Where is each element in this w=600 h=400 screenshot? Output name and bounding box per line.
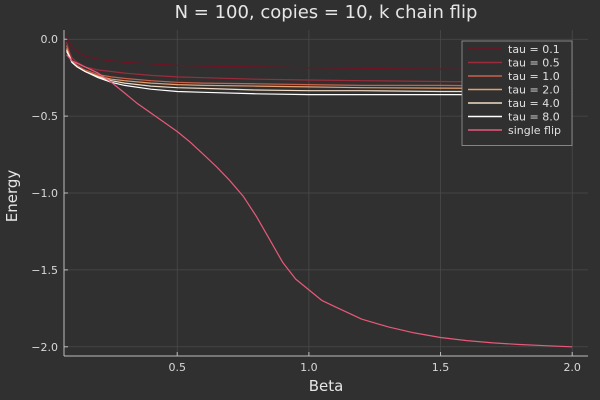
chart-title: N = 100, copies = 10, k chain flip xyxy=(175,2,478,23)
axes: 0.5 1.0 1.5 2.0 0.0 −0.5 −1.0 −1.5 −2.0 xyxy=(31,30,588,374)
x-tick-label: 1.5 xyxy=(432,361,450,374)
legend-label: tau = 4.0 xyxy=(508,97,560,110)
y-tick-label: −1.5 xyxy=(31,264,58,277)
y-tick-label: 0.0 xyxy=(41,33,59,46)
legend-box xyxy=(461,40,573,146)
x-axis-label: Beta xyxy=(309,377,344,395)
y-tick-label: −2.0 xyxy=(31,341,58,354)
legend-label: tau = 0.5 xyxy=(508,57,560,70)
series-line-single-flip xyxy=(66,54,573,348)
legend-label: tau = 0.1 xyxy=(508,43,560,56)
y-tick-label: −0.5 xyxy=(31,110,58,123)
x-tick-label: 2.0 xyxy=(563,361,581,374)
series-lines xyxy=(66,35,573,348)
legend-label: tau = 2.0 xyxy=(508,84,560,97)
legend-label: tau = 8.0 xyxy=(508,111,560,124)
series-line-tau-0-5 xyxy=(66,42,573,83)
series-line-tau-1-0 xyxy=(66,45,573,87)
y-tick-label: −1.0 xyxy=(31,187,58,200)
y-axis-label: Energy xyxy=(3,170,21,223)
legend-label: tau = 1.0 xyxy=(508,70,560,83)
series-line-tau-0-1 xyxy=(66,35,573,71)
x-tick-label: 0.5 xyxy=(168,361,186,374)
series-line-tau-8-0 xyxy=(66,51,573,96)
x-tick-label: 1.0 xyxy=(300,361,318,374)
legend-label: single flip xyxy=(508,124,561,137)
